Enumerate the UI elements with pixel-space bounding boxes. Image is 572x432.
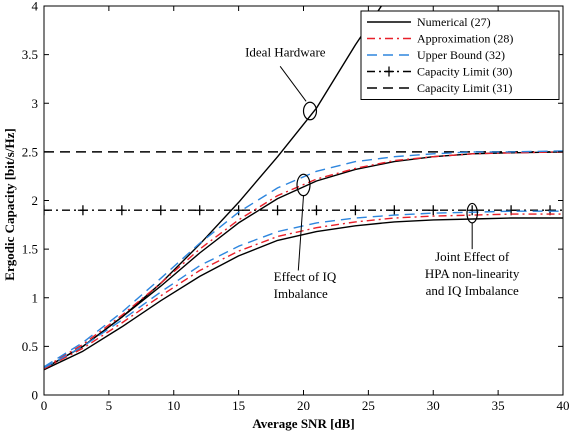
x-tick-label-5: 25 [362, 398, 375, 413]
legend-box [360, 10, 560, 100]
x-tick-label-6: 30 [427, 398, 440, 413]
y-tick-label-5: 2.5 [22, 144, 38, 159]
legend-label-3: Upper Bound (32) [417, 48, 505, 62]
x-axis-label: Average SNR [dB] [252, 416, 354, 431]
limit-marker-10 [389, 205, 400, 216]
y-tick-label-2: 1 [32, 290, 39, 305]
y-tick-label-6: 3 [32, 96, 39, 111]
limit-marker-1 [44, 205, 49, 216]
x-tick-label-1: 5 [106, 398, 113, 413]
limit-marker-3 [116, 205, 127, 216]
annotation-text-3-line-1: Joint Effect of [435, 249, 510, 264]
legend: Numerical (27) Approximation (28) Upper Bo… [360, 10, 560, 100]
limit-marker-5 [194, 205, 205, 216]
y-tick-label-0: 0 [32, 388, 39, 403]
limit-marker-8 [311, 205, 322, 216]
limit-marker-4 [155, 205, 166, 216]
series-line-hpa-5 [44, 217, 563, 371]
annotation-text-1-line-1: Ideal Hardware [245, 45, 326, 60]
tick-layer: 0 5 10 15 20 25 30 35 40 0 0.5 1 1.5 2 2.5 3 3.5 4 [22, 0, 570, 413]
legend-label-2: Approximation (28) [417, 32, 513, 46]
annotation-leader-1 [279, 65, 307, 102]
limit-marker-12 [467, 205, 478, 216]
y-tick-label-7: 3.5 [22, 47, 38, 62]
x-tick-label-0: 0 [41, 398, 48, 413]
y-axis-label: Ergodic Capacity [bit/s/Hz] [2, 128, 17, 280]
limit-marker-9 [350, 205, 361, 216]
y-tick-label-3: 1.5 [22, 242, 38, 257]
x-tick-label-2: 10 [167, 398, 180, 413]
y-tick-label-4: 2 [32, 193, 39, 208]
annotation-ellipse-1 [302, 101, 318, 121]
limit-marker-6 [233, 205, 244, 216]
x-tick-label-7: 35 [492, 398, 505, 413]
y-tick-label-8: 4 [32, 0, 39, 14]
y-tick-label-1: 0.5 [22, 339, 38, 354]
legend-label-4: Capacity Limit (30) [417, 65, 512, 79]
limit-marker-11 [428, 205, 439, 216]
legend-label-1: Numerical (27) [417, 15, 491, 29]
annotation-text-3-line-2: HPA non-linearity [425, 266, 520, 281]
series-line-iq-2 [44, 151, 563, 370]
series-line-iq-4 [44, 150, 563, 368]
annotation-text-2-line-2: Imbalance [274, 286, 328, 301]
limit-marker-7 [272, 205, 283, 216]
x-tick-label-8: 40 [557, 398, 570, 413]
x-tick-label-3: 15 [232, 398, 245, 413]
plot-layer: Ideal Hardware Effect of IQ Imbalance Joint… [44, 6, 563, 371]
annotation-text-3-line-3: and IQ Imbalance [426, 283, 519, 298]
limit-marker-2 [77, 205, 88, 216]
x-tick-label-4: 20 [297, 398, 310, 413]
annotation-leader-2 [297, 195, 304, 271]
series-line-hpa-6 [44, 213, 563, 370]
legend-marker-4 [384, 66, 394, 77]
legend-label-5: Capacity Limit (31) [417, 81, 512, 95]
series-line-hpa-7 [44, 210, 563, 369]
annotation-text-2-line-1: Effect of IQ [274, 269, 337, 284]
